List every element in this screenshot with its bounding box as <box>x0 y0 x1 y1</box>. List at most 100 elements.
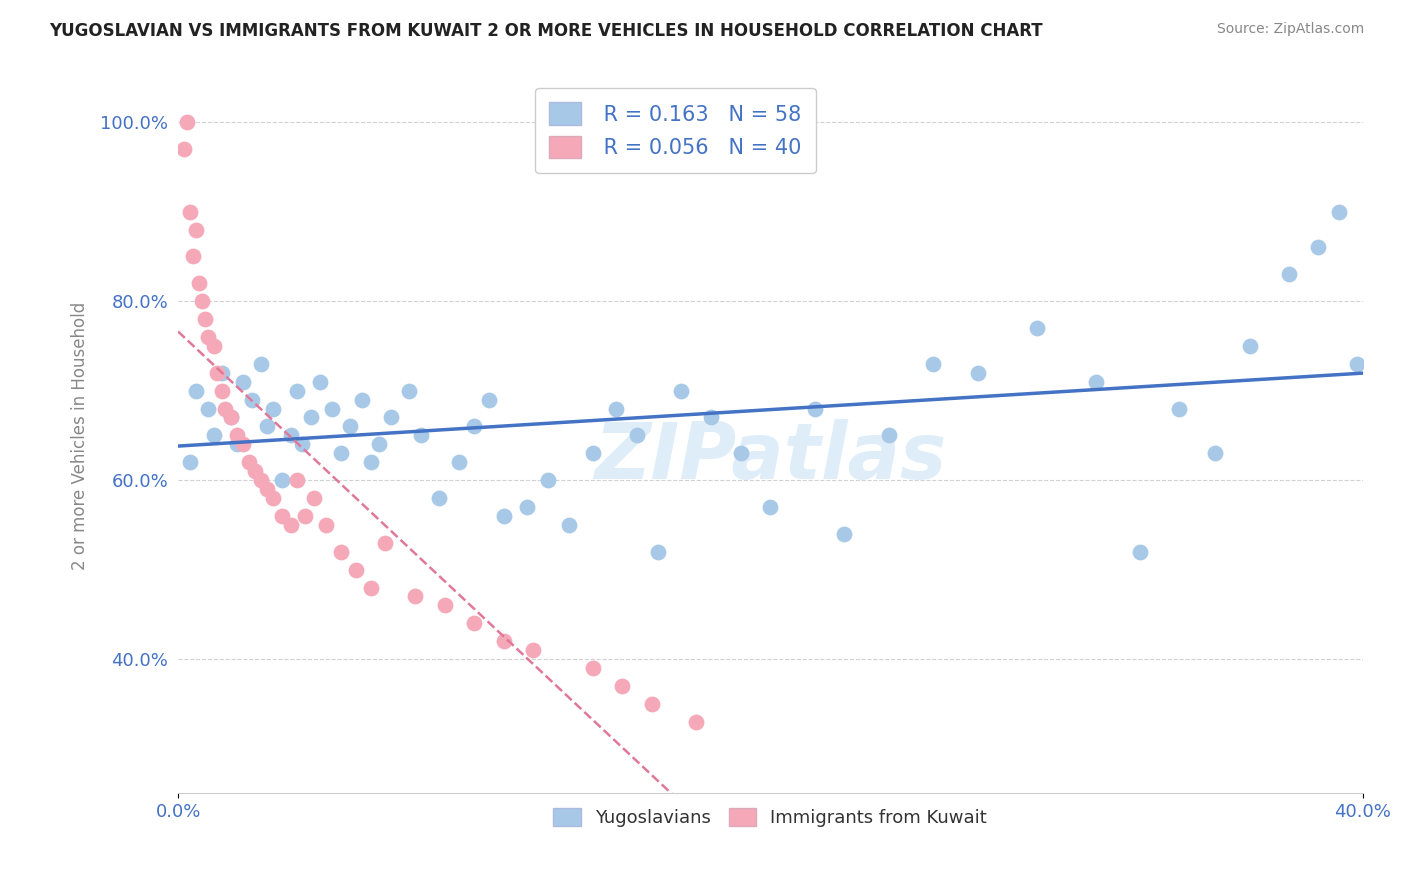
Point <box>187 277 209 291</box>
Point <box>191 294 214 309</box>
Point <box>1168 401 1191 416</box>
Point <box>315 517 337 532</box>
Point <box>492 634 515 648</box>
Point <box>492 508 515 523</box>
Point <box>730 446 752 460</box>
Point <box>463 616 485 631</box>
Point <box>285 384 308 398</box>
Point <box>294 508 316 523</box>
Point <box>321 401 343 416</box>
Point <box>641 697 664 711</box>
Point <box>463 419 485 434</box>
Point <box>605 401 627 416</box>
Point <box>612 679 634 693</box>
Point <box>700 410 723 425</box>
Text: ZIPatlas: ZIPatlas <box>595 419 946 495</box>
Point <box>759 500 782 514</box>
Point <box>671 384 693 398</box>
Point <box>1346 357 1368 371</box>
Point <box>304 491 326 505</box>
Point <box>211 384 233 398</box>
Point <box>685 714 707 729</box>
Point <box>280 428 302 442</box>
Point <box>1085 375 1108 389</box>
Point <box>299 410 322 425</box>
Point <box>309 375 332 389</box>
Point <box>270 508 292 523</box>
Point <box>329 446 352 460</box>
Point <box>270 473 292 487</box>
Point <box>409 428 432 442</box>
Y-axis label: 2 or more Vehicles in Household: 2 or more Vehicles in Household <box>72 301 89 569</box>
Point <box>285 473 308 487</box>
Point <box>582 446 605 460</box>
Point <box>877 428 900 442</box>
Point <box>179 204 201 219</box>
Point <box>966 366 988 380</box>
Point <box>522 643 544 657</box>
Point <box>339 419 361 434</box>
Point <box>250 473 273 487</box>
Point <box>449 455 471 469</box>
Point <box>398 384 420 398</box>
Point <box>240 392 263 407</box>
Point <box>184 384 207 398</box>
Point <box>1277 268 1299 282</box>
Point <box>262 401 284 416</box>
Point <box>360 581 382 595</box>
Point <box>291 437 314 451</box>
Point <box>226 437 249 451</box>
Point <box>232 375 254 389</box>
Point <box>404 590 426 604</box>
Point <box>181 249 204 263</box>
Point <box>1239 339 1261 353</box>
Point <box>194 312 217 326</box>
Point <box>433 599 456 613</box>
Point <box>176 115 198 129</box>
Point <box>211 366 233 380</box>
Point <box>173 142 195 156</box>
Point <box>256 482 278 496</box>
Point <box>922 357 945 371</box>
Point <box>256 419 278 434</box>
Point <box>243 464 266 478</box>
Point <box>380 410 402 425</box>
Point <box>1025 321 1047 335</box>
Point <box>360 455 382 469</box>
Point <box>197 401 219 416</box>
Point <box>329 545 352 559</box>
Point <box>558 517 581 532</box>
Point <box>344 563 367 577</box>
Point <box>202 428 225 442</box>
Point <box>280 517 302 532</box>
Point <box>478 392 501 407</box>
Point <box>516 500 538 514</box>
Legend: Yugoslavians, Immigrants from Kuwait: Yugoslavians, Immigrants from Kuwait <box>546 801 994 834</box>
Point <box>374 535 396 549</box>
Point <box>1308 240 1330 254</box>
Point <box>803 401 825 416</box>
Point <box>427 491 450 505</box>
Point <box>205 366 228 380</box>
Point <box>179 455 201 469</box>
Point <box>184 222 207 236</box>
Point <box>226 428 249 442</box>
Point <box>250 357 273 371</box>
Point <box>350 392 373 407</box>
Point <box>221 410 243 425</box>
Point <box>232 437 254 451</box>
Point <box>368 437 391 451</box>
Point <box>537 473 560 487</box>
Point <box>202 339 225 353</box>
Point <box>197 330 219 344</box>
Point <box>1327 204 1350 219</box>
Point <box>626 428 648 442</box>
Point <box>214 401 236 416</box>
Point <box>1129 545 1152 559</box>
Point <box>1204 446 1226 460</box>
Text: Source: ZipAtlas.com: Source: ZipAtlas.com <box>1216 22 1364 37</box>
Point <box>262 491 284 505</box>
Text: YUGOSLAVIAN VS IMMIGRANTS FROM KUWAIT 2 OR MORE VEHICLES IN HOUSEHOLD CORRELATIO: YUGOSLAVIAN VS IMMIGRANTS FROM KUWAIT 2 … <box>49 22 1043 40</box>
Point <box>647 545 669 559</box>
Point <box>582 661 605 675</box>
